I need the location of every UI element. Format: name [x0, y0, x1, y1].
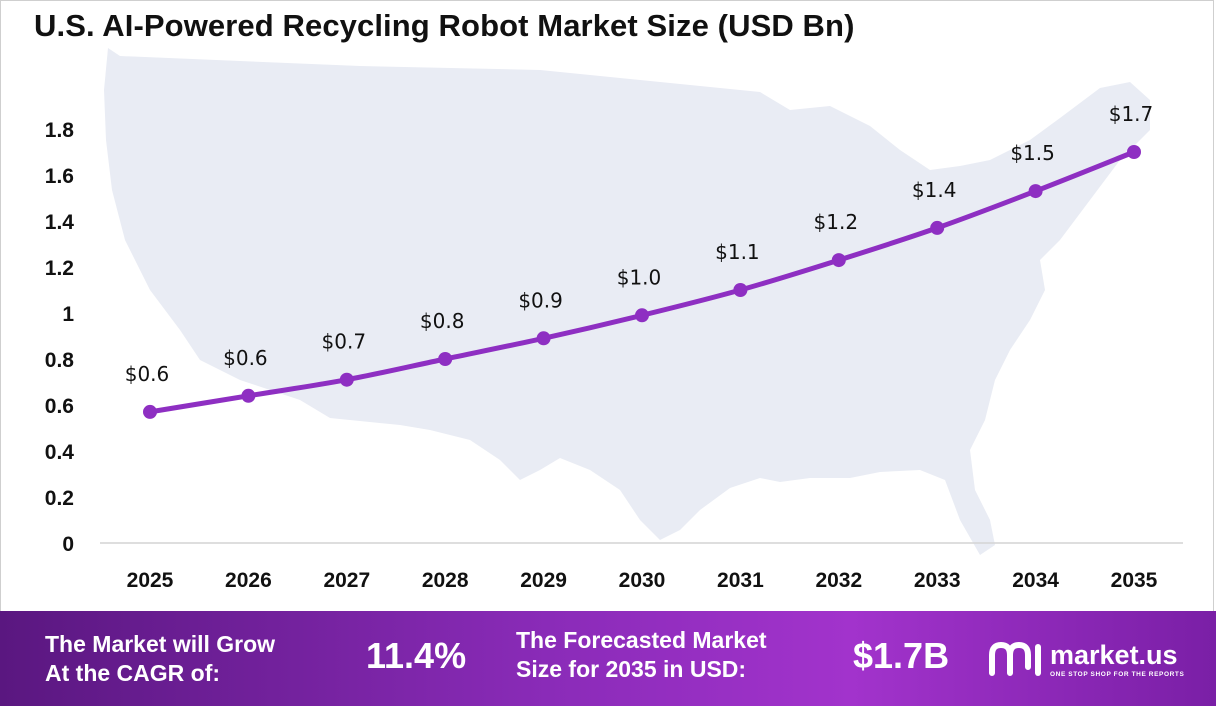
x-tick-label: 2032 [815, 569, 862, 592]
x-tick-label: 2026 [225, 569, 272, 592]
x-axis-ticks: 2025 2026 2027 2028 2029 2030 2031 2032 2033 2034… [127, 569, 1158, 592]
data-label: $1.0 [617, 265, 662, 289]
x-tick-label: 2031 [717, 569, 764, 592]
logo-tagline: ONE STOP SHOP FOR THE REPORTS [1050, 671, 1185, 678]
x-tick-label: 2035 [1111, 569, 1158, 592]
chart-title: U.S. AI-Powered Recycling Robot Market S… [34, 8, 855, 43]
data-point [1127, 145, 1141, 159]
y-tick-label: 1 [62, 303, 74, 326]
y-tick-label: 0 [62, 533, 74, 556]
data-label: $0.9 [518, 288, 563, 312]
series-markers [143, 145, 1141, 419]
forecast-value: $1.7B [853, 635, 950, 676]
data-point [831, 253, 846, 268]
data-point [1028, 184, 1043, 199]
cagr-label-line1: The Market will Grow [45, 631, 276, 657]
data-label: $1.5 [1010, 141, 1055, 165]
y-tick-label: 1.2 [45, 257, 74, 280]
x-tick-label: 2027 [323, 569, 370, 592]
x-tick-label: 2033 [914, 569, 961, 592]
data-point [635, 308, 649, 323]
data-label: $0.6 [223, 346, 268, 370]
y-axis-ticks: 0 0.2 0.4 0.6 0.8 1 1.2 1.4 1.6 1.8 [45, 119, 75, 556]
y-tick-label: 0.8 [45, 349, 75, 372]
data-labels: $0.6 $0.6 $0.7 $0.8 $0.9 $1.0 $1.1 $1.2 $1.4 $1.5… [125, 102, 1154, 386]
logo-text: market.us [1050, 640, 1178, 670]
x-tick-label: 2025 [127, 569, 174, 592]
data-label: $0.6 [125, 362, 170, 386]
cagr-label: The Market will Grow At the CAGR of: [45, 630, 275, 688]
data-point [733, 283, 748, 297]
data-point [536, 331, 551, 346]
data-label: $1.7 [1109, 102, 1154, 126]
forecast-label-line1: The Forecasted Market [516, 627, 767, 653]
data-label: $1.1 [715, 240, 760, 264]
line-chart: 00.20.40.60.811.21.41.61.8 2025 2026 2027 2… [45, 48, 1183, 592]
forecast-label-line2: Size for 2035 in USD: [516, 656, 747, 682]
data-label: $1.4 [912, 178, 957, 202]
data-point [339, 372, 354, 387]
data-point [930, 220, 945, 235]
forecast-label: The Forecasted Market Size for 2035 in U… [516, 626, 767, 684]
data-label: $1.2 [814, 210, 859, 234]
x-tick-label: 2028 [422, 569, 469, 592]
y-tick-label: 1.6 [45, 165, 74, 188]
y-tick-label: 0.6 [45, 395, 74, 418]
usa-map-background [104, 48, 1150, 555]
footer-banner: The Market will Grow At the CAGR of: 11.… [0, 611, 1216, 706]
x-tick-label: 2029 [520, 569, 567, 592]
cagr-value: 11.4% [366, 635, 467, 676]
data-point [241, 388, 256, 403]
data-point [438, 352, 453, 366]
x-tick-label: 2030 [619, 569, 666, 592]
market-us-logo-icon [989, 641, 1041, 676]
data-label: $0.8 [420, 309, 465, 333]
cagr-label-line2: At the CAGR of: [45, 660, 221, 686]
y-tick-label: 0.2 [45, 487, 74, 510]
data-label: $0.7 [322, 330, 367, 354]
y-tick-label: 1.4 [45, 211, 75, 234]
x-tick-label: 2034 [1012, 569, 1059, 592]
data-point [143, 404, 157, 419]
y-tick-label: 0.4 [45, 441, 75, 464]
y-tick-label: 1.8 [45, 119, 75, 142]
